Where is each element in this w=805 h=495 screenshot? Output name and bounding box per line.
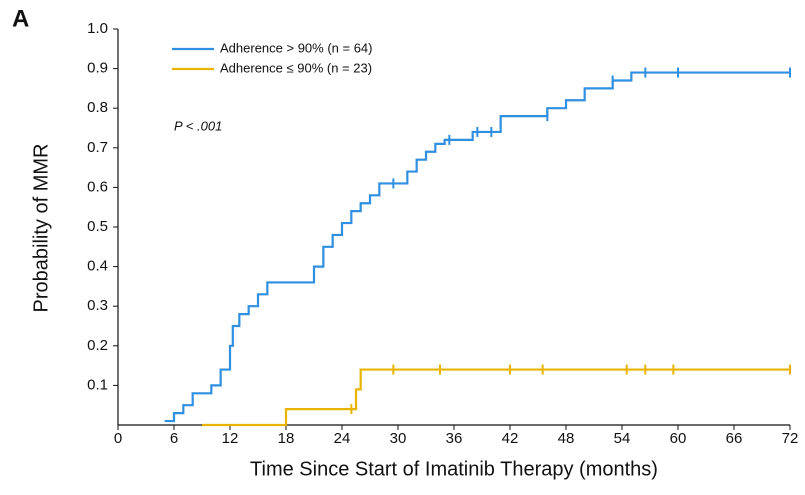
- x-tick-label: 30: [390, 430, 407, 447]
- y-tick-label: 0.5: [87, 218, 108, 235]
- x-tick-label: 6: [170, 430, 178, 447]
- y-tick-label: 0.7: [87, 139, 108, 156]
- x-tick-label: 48: [558, 430, 575, 447]
- survival-line: [202, 368, 790, 427]
- y-tick-label: 0.4: [87, 258, 108, 275]
- x-tick-label: 24: [334, 430, 351, 447]
- x-tick-label: 18: [278, 430, 295, 447]
- x-tick-label: 66: [726, 430, 743, 447]
- x-tick-label: 36: [446, 430, 463, 447]
- x-axis-label: Time Since Start of Imatinib Therapy (mo…: [250, 458, 658, 480]
- x-tick-label: 42: [502, 430, 519, 447]
- x-tick-label: 60: [670, 430, 687, 447]
- x-tick-label: 72: [782, 430, 799, 447]
- panel-label: A: [12, 5, 29, 32]
- legend-label: Adherence ≤ 90% (n = 23): [220, 60, 372, 75]
- x-tick-label: 0: [114, 430, 122, 447]
- legend-label: Adherence > 90% (n = 64): [220, 40, 373, 55]
- y-tick-label: 1.0: [87, 20, 108, 37]
- y-tick-label: 0.8: [87, 99, 108, 116]
- y-tick-label: 0.6: [87, 178, 108, 195]
- survival-line: [164, 71, 790, 423]
- y-tick-label: 0.2: [87, 337, 108, 354]
- x-tick-label: 54: [614, 430, 631, 447]
- y-tick-label: 0.3: [87, 297, 108, 314]
- x-tick-label: 12: [222, 430, 239, 447]
- y-axis-label: Probability of MMR: [30, 144, 52, 313]
- annotation: P < .001: [174, 118, 222, 133]
- y-tick-label: 0.1: [87, 376, 108, 393]
- y-tick-label: 0.9: [87, 60, 108, 77]
